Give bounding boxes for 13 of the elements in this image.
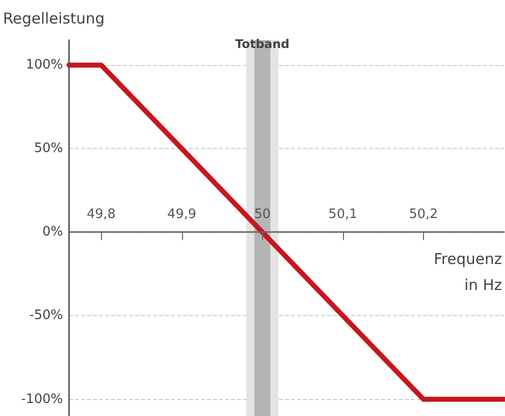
y-axis-title: Regelleistung (3, 10, 105, 28)
x-tick-label: 49,9 (167, 207, 196, 222)
x-tick-label: 50,1 (328, 207, 358, 222)
y-tick-label: -100% (21, 392, 63, 407)
y-tick-label: -50% (29, 308, 63, 324)
y-tick-label: 100% (26, 58, 63, 73)
x-axis-title: Frequenz in Hz (434, 250, 502, 294)
x-tick-label: 50 (254, 207, 271, 222)
y-tick-label: 0% (42, 224, 63, 240)
band-label: Totband (235, 37, 290, 51)
y-tick-label: 50% (34, 141, 63, 156)
x-tick-label: 49,8 (86, 207, 116, 222)
x-tick-label: 50,2 (408, 207, 438, 222)
